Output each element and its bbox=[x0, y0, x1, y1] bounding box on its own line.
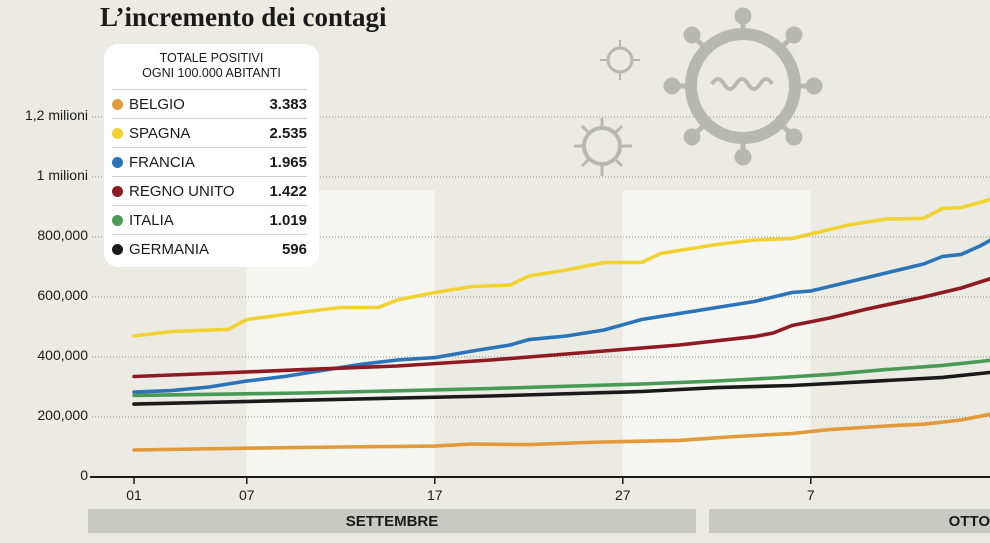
legend-item-name: SPAGNA bbox=[129, 125, 191, 142]
alternating-date-bands bbox=[246, 190, 811, 477]
legend-item-value: 1.422 bbox=[269, 183, 307, 200]
legend-item-spagna: SPAGNA 2.535 bbox=[112, 118, 307, 148]
legend-item-value: 1.965 bbox=[269, 154, 307, 171]
y-tick-label: 1 milioni bbox=[36, 167, 88, 183]
x-axis-ticks bbox=[133, 477, 812, 484]
legend-item-regno-unito: REGNO UNITO 1.422 bbox=[112, 176, 307, 206]
y-tick-label: 400,000 bbox=[37, 347, 88, 363]
legend-item-name: REGNO UNITO bbox=[129, 183, 235, 200]
x-tick-label: 27 bbox=[615, 487, 631, 503]
legend-title-line2: OGNI 100.000 ABITANTI bbox=[142, 66, 281, 80]
legend-item-name: BELGIO bbox=[129, 96, 185, 113]
month-label-september: SETTEMBRE bbox=[88, 509, 696, 533]
legend-title: TOTALE POSITIVI OGNI 100.000 ABITANTI bbox=[104, 51, 319, 81]
legend-item-name: GERMANIA bbox=[129, 241, 210, 258]
x-tick-label: 17 bbox=[979, 487, 990, 503]
y-tick-label: 800,000 bbox=[37, 227, 88, 243]
series-line-italia bbox=[132, 358, 990, 398]
series-line-regno-unito bbox=[132, 276, 990, 379]
legend-dot-icon bbox=[112, 244, 123, 255]
legend-item-francia: FRANCIA 1.965 bbox=[112, 147, 307, 177]
x-tick-label: 07 bbox=[239, 487, 255, 503]
virus-illustration-icon bbox=[574, 7, 823, 176]
month-label-october: OTTO bbox=[709, 509, 990, 533]
x-tick-label: 01 bbox=[126, 487, 142, 503]
legend-dot-icon bbox=[112, 186, 123, 197]
legend-title-line1: TOTALE POSITIVI bbox=[159, 51, 264, 65]
legend-item-name: ITALIA bbox=[129, 212, 174, 229]
series-line-germania bbox=[132, 370, 990, 406]
chart-title: L’incremento dei contagi bbox=[100, 2, 387, 32]
y-tick-label: 1,2 milioni bbox=[24, 107, 88, 123]
y-tick-label: 600,000 bbox=[37, 287, 88, 303]
y-tick-label: 0 bbox=[80, 467, 88, 483]
legend-item-italia: ITALIA 1.019 bbox=[112, 205, 307, 235]
x-tick-label: 7 bbox=[806, 487, 815, 503]
series-lines bbox=[132, 197, 990, 452]
legend-dot-icon bbox=[112, 99, 123, 110]
legend-item-value: 2.535 bbox=[269, 125, 307, 142]
legend-item-germania: GERMANIA 596 bbox=[112, 234, 307, 264]
y-tick-label: 200,000 bbox=[37, 407, 88, 423]
legend-item-value: 3.383 bbox=[269, 96, 307, 113]
legend-item-name: FRANCIA bbox=[129, 154, 195, 171]
series-line-spagna bbox=[132, 197, 990, 338]
legend: TOTALE POSITIVI OGNI 100.000 ABITANTI BE… bbox=[104, 44, 319, 267]
series-line-francia bbox=[132, 238, 990, 394]
legend-dot-icon bbox=[112, 215, 123, 226]
legend-item-belgio: BELGIO 3.383 bbox=[112, 89, 307, 119]
legend-item-value: 1.019 bbox=[269, 212, 307, 229]
legend-dot-icon bbox=[112, 128, 123, 139]
legend-dot-icon bbox=[112, 157, 123, 168]
x-tick-label: 17 bbox=[427, 487, 443, 503]
series-line-belgio bbox=[132, 412, 990, 452]
legend-item-value: 596 bbox=[281, 241, 307, 258]
